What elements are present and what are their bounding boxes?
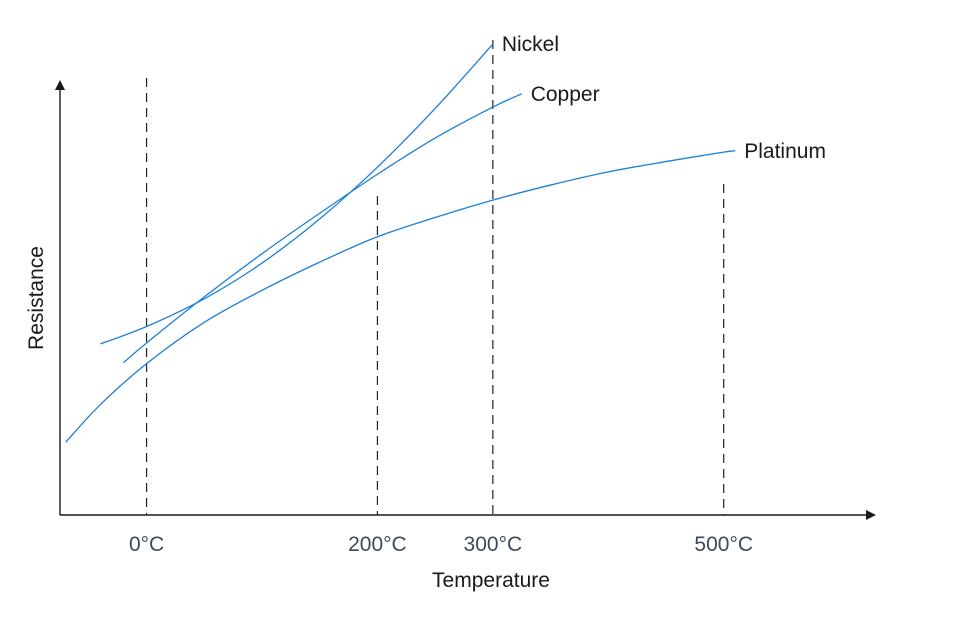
series-label-copper: Copper [531,83,600,106]
x-tick-labels: 0°C 200°C 300°C 500°C [129,533,753,556]
temperature-guide-lines [145,40,725,515]
series-curves [65,43,736,443]
x-tick-label-300: 300°C [464,533,523,556]
x-tick-label-500: 500°C [694,533,753,556]
y-axis-arrow-icon [55,80,65,90]
series-label-nickel: Nickel [502,33,559,56]
x-tick-label-0: 0°C [129,533,164,556]
series-labels: Nickel Copper Platinum [502,33,826,163]
x-axis-title: Temperature [432,569,550,592]
series-label-platinum: Platinum [744,140,826,163]
series-line-copper [123,93,522,364]
x-tick-label-200: 200°C [348,533,407,556]
x-axis-arrow-icon [866,510,876,520]
y-axis-title: Resistance [25,246,48,350]
series-line-nickel [100,43,494,345]
series-line-platinum [65,150,736,443]
